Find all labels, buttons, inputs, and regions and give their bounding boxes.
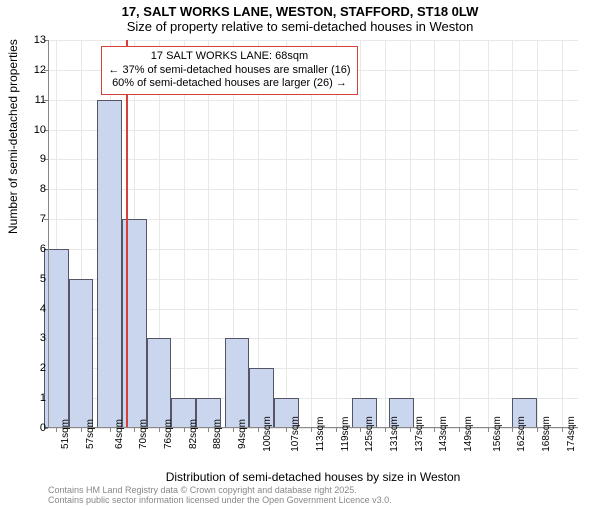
plot-area: 17 SALT WORKS LANE: 68sqm← 37% of semi-d… <box>48 40 578 428</box>
gridline-v <box>311 40 312 428</box>
y-axis-label: Number of semi-detached properties <box>6 39 20 234</box>
tick-mark-x <box>537 428 538 432</box>
gridline-v <box>208 40 209 428</box>
y-axis-line <box>48 40 49 428</box>
x-tick-label: 57sqm <box>85 419 96 449</box>
x-axis-label: Distribution of semi-detached houses by … <box>48 470 578 484</box>
y-tick-label: 3 <box>28 332 46 344</box>
y-tick-label: 7 <box>28 213 46 225</box>
gridline-v <box>512 40 513 428</box>
annotation-box: 17 SALT WORKS LANE: 68sqm← 37% of semi-d… <box>101 46 357 95</box>
gridline-v <box>385 40 386 428</box>
x-tick-label: 143sqm <box>438 416 449 452</box>
gridline-v <box>286 40 287 428</box>
x-tick-label: 64sqm <box>114 419 125 449</box>
x-tick-label: 168sqm <box>541 416 552 452</box>
gridline-v <box>459 40 460 428</box>
x-tick-label: 113sqm <box>315 417 326 452</box>
x-tick-label: 131sqm <box>389 416 400 452</box>
tick-mark-x <box>134 428 135 432</box>
marker-line <box>126 40 128 428</box>
y-tick-label: 6 <box>28 243 46 255</box>
x-tick-label: 76sqm <box>163 419 174 449</box>
chart-title-2: Size of property relative to semi-detach… <box>0 19 600 36</box>
histogram-bar <box>97 100 122 428</box>
tick-mark-x <box>56 428 57 432</box>
credits: Contains HM Land Registry data © Crown c… <box>48 486 392 506</box>
histogram-bar <box>69 279 94 428</box>
tick-mark-x <box>184 428 185 432</box>
y-tick-label: 2 <box>28 362 46 374</box>
gridline-v <box>360 40 361 428</box>
annotation-line: 17 SALT WORKS LANE: 68sqm <box>108 50 350 64</box>
x-tick-label: 70sqm <box>138 419 149 449</box>
y-tick-label: 10 <box>28 124 46 136</box>
histogram-bar <box>225 338 250 428</box>
y-tick-label: 0 <box>28 422 46 434</box>
y-tick-label: 5 <box>28 273 46 285</box>
tick-mark-x <box>81 428 82 432</box>
tick-mark-x <box>488 428 489 432</box>
gridline-v <box>537 40 538 428</box>
tick-mark-x <box>512 428 513 432</box>
x-tick-label: 119sqm <box>340 417 351 452</box>
y-tick-label: 1 <box>28 392 46 404</box>
tick-mark-x <box>110 428 111 432</box>
chart-title-1: 17, SALT WORKS LANE, WESTON, STAFFORD, S… <box>0 0 600 19</box>
x-tick-label: 137sqm <box>414 416 425 452</box>
tick-mark-x <box>233 428 234 432</box>
x-tick-label: 162sqm <box>516 416 527 452</box>
tick-mark-x <box>562 428 563 432</box>
gridline-v <box>410 40 411 428</box>
x-tick-label: 149sqm <box>463 416 474 452</box>
tick-mark-x <box>385 428 386 432</box>
tick-mark-x <box>336 428 337 432</box>
tick-mark-x <box>159 428 160 432</box>
y-tick-label: 13 <box>28 34 46 46</box>
tick-mark-x <box>311 428 312 432</box>
x-tick-label: 156sqm <box>492 416 503 452</box>
tick-mark-x <box>459 428 460 432</box>
tick-mark-x <box>208 428 209 432</box>
y-tick-label: 11 <box>28 94 46 106</box>
y-tick-label: 12 <box>28 64 46 76</box>
credits-line-2: Contains public sector information licen… <box>48 496 392 506</box>
y-tick-label: 9 <box>28 153 46 165</box>
gridline-v <box>336 40 337 428</box>
gridline-v <box>488 40 489 428</box>
x-tick-label: 174sqm <box>566 416 577 452</box>
gridline-v <box>434 40 435 428</box>
x-tick-label: 125sqm <box>364 416 375 452</box>
x-tick-label: 107sqm <box>290 416 301 452</box>
tick-mark-x <box>410 428 411 432</box>
tick-mark-x <box>434 428 435 432</box>
histogram-bar <box>147 338 172 428</box>
x-tick-label: 82sqm <box>188 419 199 449</box>
y-tick-label: 8 <box>28 183 46 195</box>
gridline-v <box>184 40 185 428</box>
x-tick-label: 51sqm <box>60 419 71 449</box>
x-tick-label: 100sqm <box>262 416 273 452</box>
tick-mark-x <box>258 428 259 432</box>
tick-mark-x <box>286 428 287 432</box>
tick-mark-x <box>360 428 361 432</box>
x-tick-label: 94sqm <box>237 419 248 449</box>
gridline-v <box>562 40 563 428</box>
x-tick-label: 88sqm <box>212 419 223 449</box>
annotation-line: ← 37% of semi-detached houses are smalle… <box>108 64 350 78</box>
annotation-line: 60% of semi-detached houses are larger (… <box>108 77 350 91</box>
y-tick-label: 4 <box>28 303 46 315</box>
